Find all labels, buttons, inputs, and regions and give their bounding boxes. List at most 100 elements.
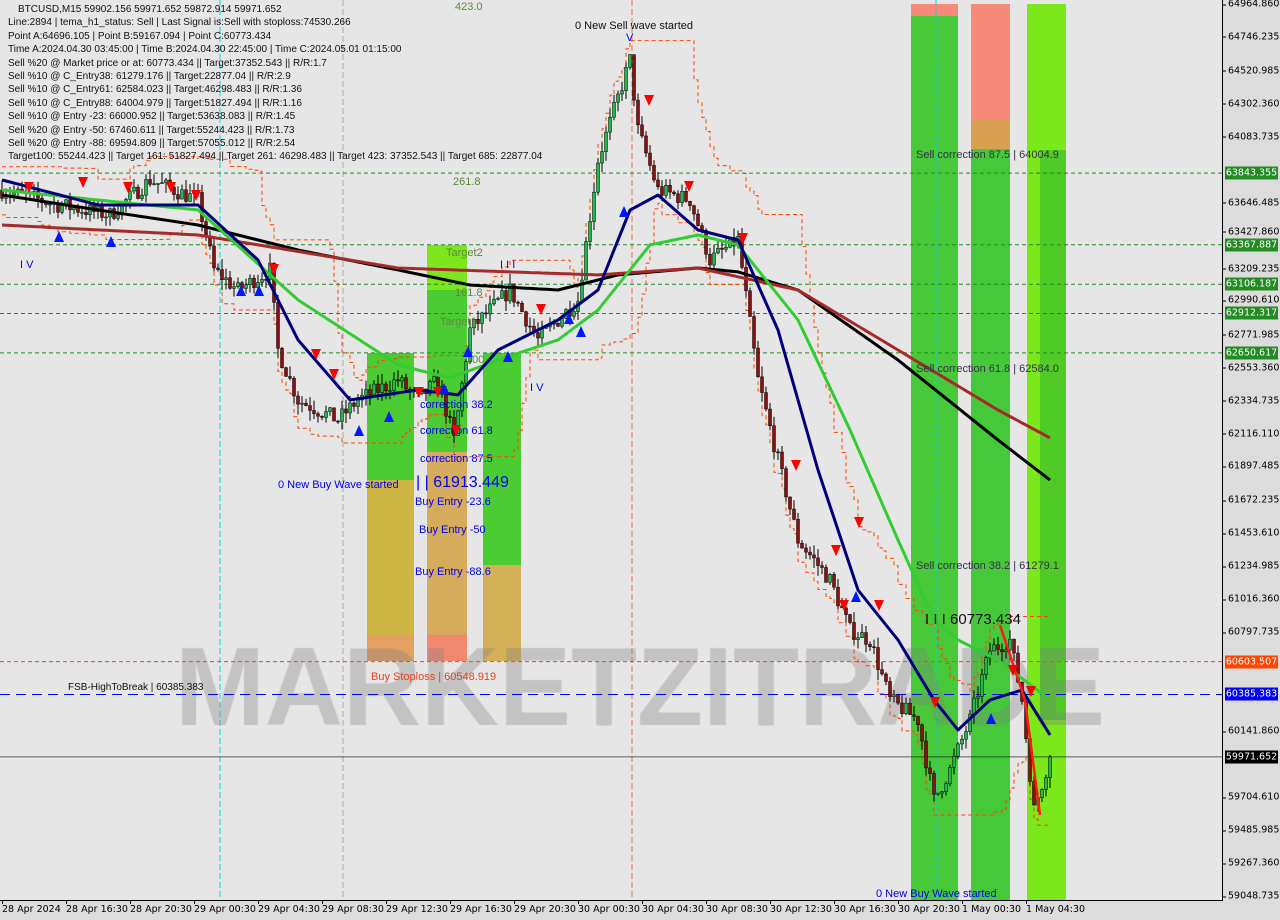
y-tick-label: 61897.485 xyxy=(1222,460,1280,472)
candle-body xyxy=(140,194,144,199)
candle-body xyxy=(592,191,596,222)
sell-arrow-icon xyxy=(433,387,443,398)
candle-body xyxy=(556,322,560,327)
x-tick-label: 30 Apr 08:30 xyxy=(706,900,768,915)
candle-body xyxy=(404,377,408,390)
candle-body xyxy=(636,99,640,126)
sell-arrow-icon xyxy=(854,517,864,528)
sell-arrow-icon xyxy=(644,95,654,106)
candle-body xyxy=(672,191,676,195)
candle-body xyxy=(216,267,220,270)
candle-body xyxy=(632,54,636,101)
candle-body xyxy=(852,622,856,640)
info-line: Sell %20 @ Market price or at: 60773.434… xyxy=(8,57,327,69)
time-axis[interactable]: 28 Apr 2024 28 Apr 16:30 28 Apr 20:30 29 Ap… xyxy=(0,900,1222,920)
target1-label: Target1 xyxy=(440,316,477,328)
candle-body xyxy=(320,415,324,418)
info-line: Sell %20 @ Entry -88: 69594.809 || Targe… xyxy=(8,138,296,150)
info-line: Sell %10 @ C_Entry61: 62584.023 || Targe… xyxy=(8,84,302,96)
candle-body xyxy=(84,212,88,215)
candle-body xyxy=(604,131,608,152)
info-line: Point A:64696.105 | Point B:59167.094 | … xyxy=(8,30,272,42)
candle-body xyxy=(1008,638,1012,651)
candle-body xyxy=(476,318,480,324)
candle-body xyxy=(348,402,352,414)
target2-label: Target2 xyxy=(446,247,483,259)
candle-body xyxy=(944,783,948,792)
buy-arrow-icon xyxy=(564,313,574,324)
y-tick-label: 62553.360 xyxy=(1222,362,1280,374)
info-line: Sell %10 @ Entry -23: 66000.952 || Targe… xyxy=(8,111,296,123)
candle-body xyxy=(780,451,784,469)
candle-body xyxy=(372,383,376,396)
price-level-badge: 63367.887 xyxy=(1225,238,1278,252)
y-tick-label: 61453.610 xyxy=(1222,527,1280,539)
sell-arrow-icon xyxy=(684,181,694,192)
candle-body xyxy=(764,392,768,410)
candle-body xyxy=(808,551,812,556)
candle-body xyxy=(992,644,996,652)
candle-body xyxy=(212,245,216,269)
sell-correction-87-label: Sell correction 87.5 | 64004.9 xyxy=(916,149,1059,161)
candle-body xyxy=(260,279,264,283)
candle-body xyxy=(284,367,288,377)
fib-261-label: 261.8 xyxy=(453,176,481,188)
buy-arrow-icon xyxy=(986,713,996,724)
candle-body xyxy=(976,696,980,699)
candle-body xyxy=(784,468,788,498)
new-sell-wave-label: 0 New Sell wave started xyxy=(575,20,693,32)
fib-161-label: 161.8 xyxy=(455,287,483,299)
candle-body xyxy=(60,205,64,213)
info-line: Time A:2024.04.30 03:45:00 | Time B:2024… xyxy=(8,44,402,56)
candle-body xyxy=(596,162,600,193)
candle-body xyxy=(292,377,296,397)
candle-body xyxy=(332,407,336,422)
candle-body xyxy=(796,519,800,544)
candle-body xyxy=(204,221,208,237)
candle-body xyxy=(972,697,976,715)
candle-body xyxy=(828,574,832,583)
candle-body xyxy=(300,402,304,405)
y-tick-label: 64520.985 xyxy=(1222,65,1280,77)
moving-average-line xyxy=(1,188,1051,702)
candle-body xyxy=(952,756,956,768)
y-tick-label: 61672.235 xyxy=(1222,494,1280,506)
x-tick-label: 29 Apr 20:30 xyxy=(514,900,576,915)
candle-body xyxy=(400,377,404,382)
candle-body xyxy=(904,702,908,715)
candle-body xyxy=(588,221,592,242)
symbol-line: BTCUSD,M15 59902.156 59971.652 59872.914… xyxy=(18,4,282,15)
candle-body xyxy=(516,301,520,304)
price-level-badge: 60385.383 xyxy=(1225,687,1278,701)
buy-arrow-icon xyxy=(503,351,513,362)
candle-body xyxy=(884,673,888,682)
candle-body xyxy=(336,420,340,423)
buy-arrow-icon xyxy=(463,346,473,357)
candle-body xyxy=(708,254,712,266)
buy-arrow-icon xyxy=(236,285,246,296)
candle-body xyxy=(136,186,140,199)
wave-iii-price-label: I I I 60773.434 xyxy=(925,611,1021,628)
candle-body xyxy=(900,702,904,715)
candle-body xyxy=(512,283,516,303)
buy-arrow-icon xyxy=(54,231,64,242)
y-tick-label: 62116.110 xyxy=(1222,428,1280,440)
price-axis[interactable]: 64964.860 64746.235 64520.985 64302.360 6408… xyxy=(1222,0,1280,902)
chart-plot-area[interactable]: BTCUSD,M15 59902.156 59971.652 59872.914… xyxy=(0,0,1223,901)
candle-body xyxy=(228,277,232,289)
candle-body xyxy=(280,348,284,368)
candle-body xyxy=(868,644,872,648)
fib-100-label: 100 xyxy=(466,354,485,366)
candle-body xyxy=(224,277,228,281)
buy-arrow-icon xyxy=(254,285,264,296)
candle-body xyxy=(668,185,672,193)
candle-body xyxy=(964,731,968,740)
candle-body xyxy=(660,186,664,196)
moving-averages xyxy=(1,178,1052,736)
sell-correction-61-label: Sell correction 61.8 | 62584.0 xyxy=(916,363,1059,375)
envelope-lower xyxy=(2,202,1050,826)
candle-body xyxy=(680,191,684,203)
candle-body xyxy=(352,402,356,407)
price-level-badge: 63843.355 xyxy=(1225,166,1278,180)
moving-average-line xyxy=(1,223,1051,440)
